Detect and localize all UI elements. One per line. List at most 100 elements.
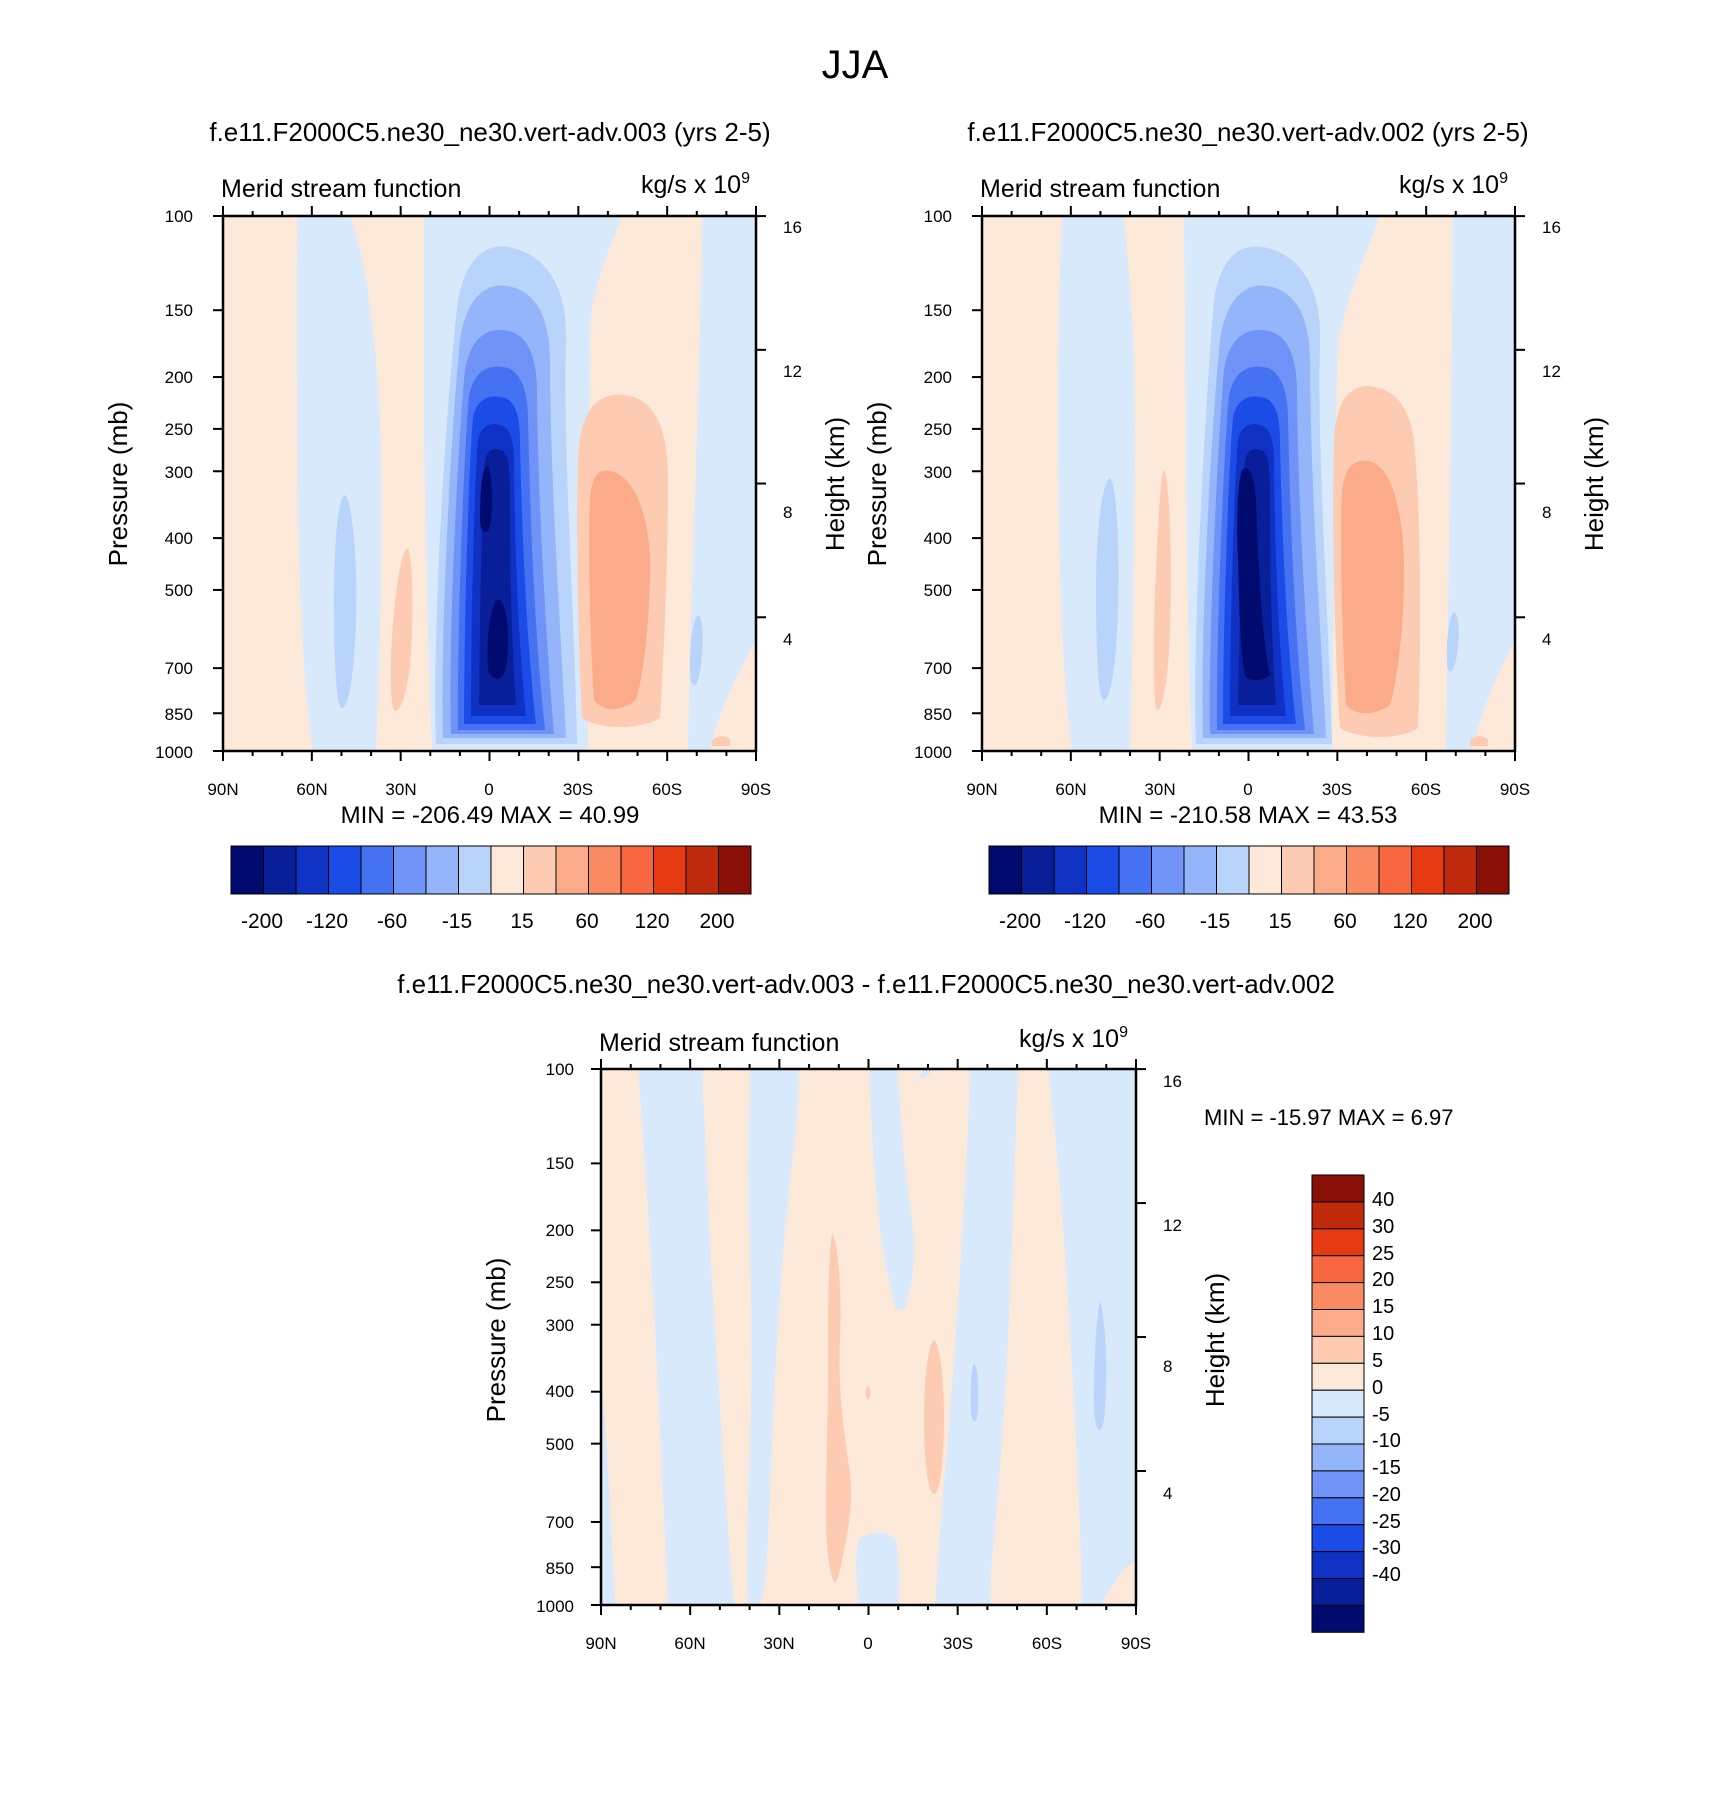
colorbar-label: -200 [241,910,283,933]
x-tick-label: 90S [1500,780,1530,799]
x-axis: 90N 60N 30N 0 30S 60S 90S [585,1634,1151,1653]
contour-neg-15 [334,495,357,708]
y-tick-label: 500 [546,1435,574,1454]
colorbar-box [1086,845,1120,895]
colorbar-box [685,845,719,895]
colorbar-box [1151,845,1185,895]
y-axis-label: Pressure (mb) [862,402,892,567]
colorbar: -200 -120 -60 -15 15 60 120 200 [988,845,1510,933]
colorbar-box [588,845,622,895]
x-tick-label: 60S [1411,780,1441,799]
y-tick-label: 1000 [536,1597,574,1616]
contour-pos-5 [390,548,413,711]
y2-axis: 16 12 8 4 Height (km) [783,218,850,649]
y-axis-label: Pressure (mb) [481,1258,511,1423]
colorbar-label: 15 [1268,910,1291,933]
contour-pos-15 [1470,736,1488,746]
y-tick-label: 150 [924,301,952,320]
colorbar-box [1248,845,1282,895]
contour-pos-5 [924,1340,944,1494]
y-tick-label: 300 [165,463,193,482]
colorbar-box [1311,1201,1365,1230]
contour-neg-5 [870,1069,915,1310]
colorbar-box [1311,1362,1365,1391]
colorbar-label: 200 [1457,910,1492,933]
contour-pos-15 [712,736,730,746]
colorbar-box [1281,845,1315,895]
panel-title: f.e11.F2000C5.ne30_ne30.vert-adv.003 - f… [397,969,1335,999]
contour-neg-5 [601,1380,615,1605]
panel-2: f.e11.F2000C5.ne30_ne30.vert-adv.002 (yr… [862,117,1609,933]
left-string: Merid stream function [980,175,1220,203]
contour-min [480,465,492,532]
y-tick-label: 200 [924,368,952,387]
contour-min [487,599,508,679]
y-axis: 100 150 200 250 300 400 500 700 850 1000… [862,207,952,762]
y-tick-label: 850 [924,705,952,724]
colorbar: -200 -120 -60 -15 15 60 120 200 [230,845,752,933]
y2-axis: 16 12 8 4 Height (km) [1542,218,1609,649]
colorbar-label: -60 [377,910,407,933]
contour-neg-5 [1058,216,1135,751]
left-string: Merid stream function [599,1029,839,1057]
x-tick-label: 0 [1243,780,1252,799]
y2-tick-label: 16 [1542,218,1561,237]
contour-neg-5 [747,1069,799,1605]
colorbar-box [1311,1443,1365,1472]
y-tick-label: 200 [165,368,193,387]
colorbar-box [1118,845,1152,895]
colorbar-box [295,845,329,895]
x-tick-label: 30S [563,780,593,799]
colorbar-box [230,845,264,895]
x-tick-label: 60N [1055,780,1086,799]
y-tick-label: 300 [924,463,952,482]
x-tick-label: 30S [943,1634,973,1653]
plot-area [599,1067,1138,1607]
y-tick-label: 500 [924,581,952,600]
colorbar-box [1311,1228,1365,1257]
units-string: kg/s x 109 [1399,170,1508,199]
y-axis: 100 150 200 250 300 400 500 700 850 1000… [481,1060,574,1616]
colorbar-box [653,845,687,895]
colorbar-box [1311,1578,1365,1606]
y-tick-label: 300 [546,1316,574,1335]
y2-axis: 16 12 8 4 Height (km) [1163,1072,1230,1503]
colorbar-box [718,845,752,895]
colorbar-label: 10 [1372,1323,1394,1345]
colorbar-box [263,845,297,895]
y2-axis-label: Height (km) [1579,417,1609,551]
y-tick-label: 100 [165,207,193,226]
y2-tick-label: 8 [1163,1357,1172,1376]
contour-neg-5 [918,1069,932,1079]
y-tick-label: 500 [165,581,193,600]
colorbar-label: 60 [575,910,598,933]
colorbar-box [555,845,589,895]
colorbar-box [1443,845,1477,895]
min-max-label: MIN = -15.97 MAX = 6.97 [1204,1105,1453,1130]
colorbar-box [1311,1497,1365,1526]
colorbar-label: 120 [634,910,669,933]
contour-neg-15 [689,615,703,686]
colorbar-label: -25 [1372,1511,1401,1533]
colorbar-label: 5 [1372,1350,1383,1372]
colorbar-label: 40 [1372,1189,1394,1211]
units-string: kg/s x 109 [641,170,750,199]
contour-neg-5 [296,216,382,751]
y-tick-label: 1000 [155,743,193,762]
plot-area [980,214,1517,753]
colorbar-label: 120 [1392,910,1427,933]
contour-pos-5 [865,1386,871,1400]
x-axis: 90N 60N 30N 0 30S 60S 90S [966,780,1530,799]
colorbar-label: -10 [1372,1430,1401,1452]
x-tick-label: 30S [1322,780,1352,799]
colorbar-box [1311,1604,1365,1633]
x-tick-label: 60N [296,780,327,799]
colorbar-box [1311,1174,1365,1203]
y-tick-label: 250 [924,420,952,439]
y-tick-label: 200 [546,1221,574,1240]
y-tick-label: 100 [924,207,952,226]
colorbar-label: -120 [1064,910,1106,933]
y-tick-label: 1000 [914,743,952,762]
colorbar-box [1311,1335,1365,1364]
